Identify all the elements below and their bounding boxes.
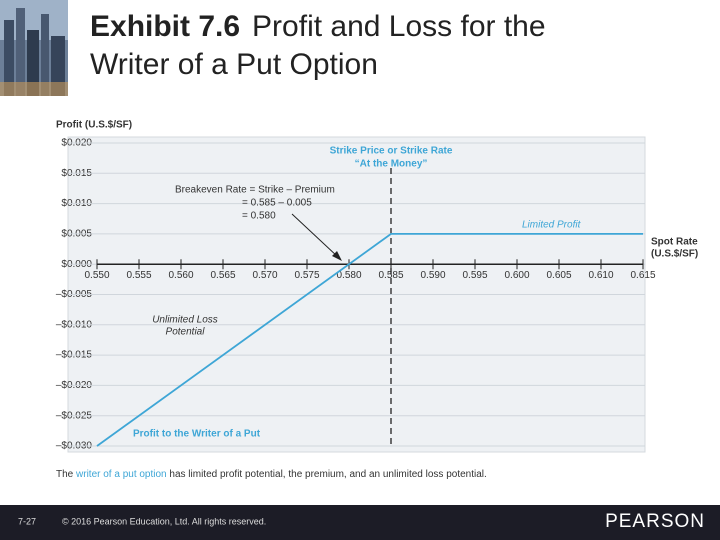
x-tick-label: 0.580 bbox=[336, 270, 361, 281]
annotation: = 0.585 – 0.005 bbox=[242, 198, 312, 209]
x-tick-label: 0.550 bbox=[84, 270, 109, 281]
footer-bar bbox=[0, 505, 720, 540]
x-tick-label: 0.570 bbox=[252, 270, 277, 281]
x-tick-label: 0.595 bbox=[462, 270, 487, 281]
title-line-1: Exhibit 7.6 Profit and Loss for the bbox=[90, 10, 546, 43]
annotation: Strike Price or Strike Rate bbox=[330, 146, 453, 157]
annotation: Potential bbox=[166, 327, 206, 338]
arrowhead bbox=[332, 251, 342, 261]
arrow bbox=[291, 213, 339, 258]
x-tick-label: 0.555 bbox=[126, 270, 151, 281]
logo: PEARSON bbox=[605, 511, 705, 532]
x-tick-label: 0.585 bbox=[378, 270, 403, 281]
legend-label: Profit to the Writer of a Put bbox=[133, 429, 261, 440]
x-tick-label: 0.575 bbox=[294, 270, 319, 281]
x-axis-title: (U.S.$/SF) bbox=[651, 249, 698, 260]
copyright: © 2016 Pearson Education, Ltd. All right… bbox=[62, 516, 266, 526]
annotation: Limited Profit bbox=[522, 220, 582, 231]
y-axis-title: Profit (U.S.$/SF) bbox=[56, 120, 132, 131]
plot: $0.020$0.015$0.010$0.005$0.000–$0.005–$0… bbox=[56, 138, 656, 452]
x-axis-title: Spot Rate bbox=[651, 237, 698, 248]
annotation: Unlimited Loss bbox=[152, 315, 218, 326]
x-tick-label: 0.560 bbox=[168, 270, 193, 281]
title-line-2: Writer of a Put Option bbox=[90, 48, 378, 81]
x-tick-label: 0.605 bbox=[546, 270, 571, 281]
x-tick-label: 0.590 bbox=[420, 270, 445, 281]
x-tick-label: 0.600 bbox=[504, 270, 529, 281]
x-tick-label: 0.565 bbox=[210, 270, 235, 281]
x-tick-label: 0.610 bbox=[588, 270, 613, 281]
caption: The writer of a put option has limited p… bbox=[56, 469, 487, 480]
annotation: “At the Money” bbox=[355, 159, 428, 170]
annotation: Breakeven Rate = Strike – Premium bbox=[175, 185, 335, 196]
annotation: = 0.580 bbox=[242, 211, 276, 222]
x-tick-label: 0.615 bbox=[630, 270, 655, 281]
page-number: 7-27 bbox=[18, 516, 36, 526]
skyline-image bbox=[0, 0, 68, 96]
line-series bbox=[96, 233, 643, 447]
